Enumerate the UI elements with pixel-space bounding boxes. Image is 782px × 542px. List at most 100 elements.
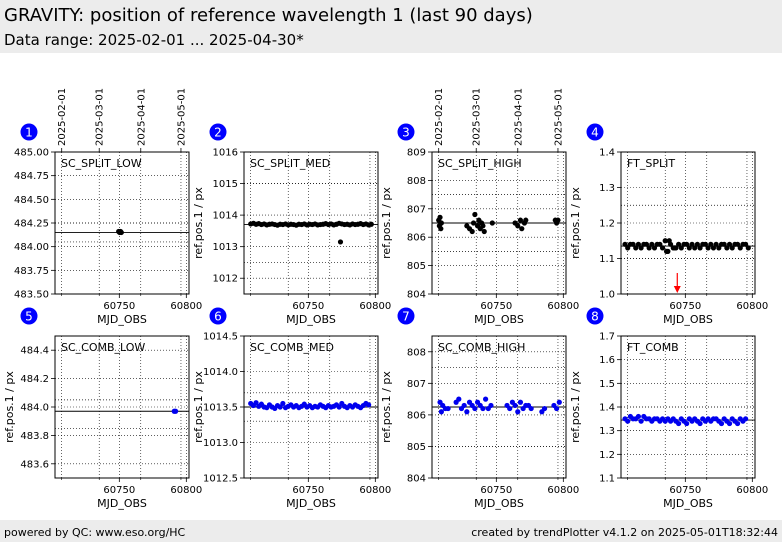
- data-point: [622, 241, 628, 247]
- y-tick-label: 1.2: [599, 219, 615, 230]
- y-tick-label: 1016: [213, 148, 238, 159]
- page-subtitle: Data range: 2025-02-01 ... 2025-04-30*: [4, 31, 304, 49]
- y-tick-label: 1.3: [599, 183, 615, 194]
- data-point: [481, 228, 487, 235]
- data-point: [461, 402, 467, 409]
- data-point: [657, 241, 663, 247]
- data-point: [708, 241, 714, 247]
- panel-badge: [20, 123, 38, 141]
- y-tick-label: 806: [407, 233, 426, 244]
- y-tick-label: 1014.5: [203, 332, 238, 343]
- data-point: [456, 396, 462, 402]
- panel-ft-comb: FT_COMB 8 1.1 1.2 1.3 1.4 1.5 1.6 1.7 60750 60800 M…: [569, 307, 768, 510]
- data-point: [253, 400, 259, 406]
- y-tick-label: 1.0: [599, 290, 615, 301]
- data-point: [663, 248, 670, 254]
- data-point: [528, 405, 534, 412]
- panel-badge-number: 3: [402, 126, 410, 140]
- panel-sc-comb-high: SC_COMB_HIGH 7 804 805 806 807 808 60750 60800 MJ…: [380, 307, 579, 510]
- y-axis-label: ref.pos.1 / px: [192, 187, 205, 259]
- data-point: [684, 420, 690, 427]
- data-point: [743, 416, 749, 422]
- panel-sc-comb-low: SC_COMB_LOW 5 483.6 483.8 484.0 484.2 484.4 607…: [3, 307, 202, 510]
- y-tick-label: 485.00: [14, 148, 49, 159]
- panel-label: FT_COMB: [627, 341, 679, 354]
- panel-badge: [586, 123, 604, 141]
- data-point: [694, 241, 700, 247]
- y-tick-label: 1.1: [599, 474, 615, 485]
- data-point: [651, 245, 658, 251]
- data-point: [697, 245, 703, 251]
- data-point: [676, 420, 682, 427]
- data-point: [697, 420, 703, 427]
- panel-badge: [209, 123, 227, 141]
- panel-sc-split-high: SC_SPLIT_HIGH 3 804 805 806 807 808 809 60750 608…: [380, 88, 579, 326]
- panel-badge: [586, 307, 604, 325]
- panel-badge-number: 8: [591, 310, 599, 324]
- date-tick-label: 2025-04-01: [513, 88, 524, 146]
- date-tick-label: 2025-05-01: [553, 88, 564, 146]
- data-point: [729, 245, 735, 251]
- panel-badge-number: 4: [591, 126, 599, 140]
- y-tick-label: 806: [407, 410, 426, 421]
- data-point: [438, 409, 444, 415]
- data-point: [726, 420, 733, 427]
- data-point: [643, 241, 650, 247]
- panel-sc-split-med: SC_SPLIT_MED 2 1012 1013 1014 1015 1016 60750 60…: [192, 123, 391, 326]
- y-tick-label: 484.50: [14, 195, 49, 206]
- x-tick-label: 60750: [292, 485, 324, 496]
- x-tick-label: 60750: [480, 301, 512, 312]
- y-tick-label: 805: [407, 442, 426, 453]
- y-tick-label: 807: [407, 379, 426, 390]
- y-tick-label: 807: [407, 204, 426, 215]
- data-point: [638, 245, 644, 251]
- x-tick-label: 60750: [669, 301, 701, 312]
- data-point: [745, 245, 751, 251]
- x-tick-label: 60800: [547, 485, 579, 496]
- data-point: [678, 245, 684, 251]
- data-point: [523, 217, 529, 223]
- data-point: [469, 228, 475, 235]
- data-point: [438, 220, 444, 226]
- y-tick-label: 1.4: [599, 403, 615, 414]
- data-point: [515, 223, 521, 229]
- data-point: [646, 245, 652, 251]
- data-point: [724, 245, 730, 251]
- data-point: [710, 245, 717, 251]
- data-point: [464, 409, 470, 415]
- data-point: [472, 405, 478, 412]
- x-axis-label: MJD_OBS: [663, 497, 713, 510]
- panel-label: FT_SPLIT: [627, 157, 675, 170]
- data-point: [517, 217, 524, 223]
- data-point: [470, 220, 477, 226]
- x-tick-label: 60750: [292, 301, 324, 312]
- x-tick-label: 60750: [669, 485, 701, 496]
- panel-badge: [20, 307, 38, 325]
- panel-badge-number: 1: [25, 126, 33, 140]
- y-tick-label: 484.00: [14, 242, 49, 253]
- data-point: [337, 239, 344, 245]
- data-point: [662, 238, 668, 244]
- data-point: [437, 214, 443, 220]
- x-tick-label: 60800: [736, 301, 768, 312]
- y-tick-label: 484.0: [20, 403, 49, 414]
- x-tick-label: 60750: [103, 485, 135, 496]
- panel-sc-split-low: SC_SPLIT_LOW 1 483.50 483.75 484.00 484.25 484…: [14, 88, 202, 326]
- data-point: [713, 241, 719, 247]
- data-point: [705, 245, 711, 251]
- x-tick-label: 60800: [359, 485, 391, 496]
- data-point: [480, 405, 486, 412]
- date-tick-label: 2025-02-01: [434, 88, 445, 146]
- panel-badge-number: 7: [402, 310, 410, 324]
- y-tick-label: 1014: [213, 211, 238, 222]
- data-point: [689, 241, 695, 247]
- y-tick-label: 808: [407, 176, 426, 187]
- x-tick-label: 60750: [103, 301, 135, 312]
- y-tick-label: 1014.0: [203, 367, 238, 378]
- data-point: [445, 405, 451, 412]
- data-point: [702, 241, 709, 247]
- data-point: [737, 245, 743, 251]
- panel-badge-number: 5: [25, 310, 33, 324]
- panel-label: SC_COMB_LOW: [61, 341, 145, 354]
- x-tick-label: 60800: [547, 301, 579, 312]
